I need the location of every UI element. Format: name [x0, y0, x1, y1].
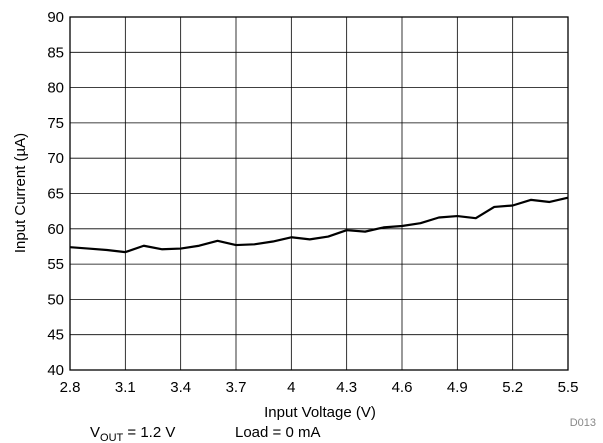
- series-line: [69, 196, 569, 254]
- grid-lines: [69, 16, 569, 371]
- plot-frame: [69, 16, 569, 371]
- y-tick-labels: 40 45 50 55 60 65 70 75 80 85 90: [47, 9, 64, 379]
- x-axis-label: Input Voltage (V): [264, 404, 376, 421]
- y-tick-label: 50: [47, 291, 64, 308]
- y-tick-label: 70: [47, 150, 64, 167]
- y-tick-label: 75: [47, 115, 64, 132]
- x-tick-label: 4.6: [392, 379, 413, 396]
- x-tick-label: 3.4: [170, 379, 191, 396]
- x-tick-label: 4.9: [447, 379, 468, 396]
- x-tick-label: 5.2: [502, 379, 523, 396]
- x-tick-labels: 2.8 3.1 3.4 3.7 4 4.3 4.6 4.9 5.2 5.5: [60, 379, 579, 396]
- y-tick-label: 85: [47, 44, 64, 61]
- x-tick-label: 4: [287, 379, 295, 396]
- x-tick-label: 3.1: [115, 379, 136, 396]
- y-axis-label: Input Current (µA): [12, 133, 29, 253]
- y-tick-label: 60: [47, 221, 64, 238]
- x-tick-label: 5.5: [558, 379, 579, 396]
- x-tick-label: 4.3: [336, 379, 357, 396]
- x-tick-label: 3.7: [226, 379, 247, 396]
- y-tick-label: 65: [47, 186, 64, 203]
- x-tick-label: 2.8: [60, 379, 81, 396]
- y-tick-label: 80: [47, 80, 64, 97]
- vout-note: VOUT = 1.2 V: [90, 424, 175, 443]
- y-tick-label: 55: [47, 256, 64, 273]
- load-note: Load = 0 mA: [235, 424, 320, 441]
- y-tick-label: 40: [47, 362, 64, 379]
- vout-value: = 1.2 V: [123, 424, 175, 441]
- vout-prefix: V: [90, 424, 100, 441]
- vout-subscript: OUT: [100, 432, 124, 443]
- figure-code: D013: [570, 417, 596, 429]
- y-tick-label: 90: [47, 9, 64, 26]
- y-tick-label: 45: [47, 327, 64, 344]
